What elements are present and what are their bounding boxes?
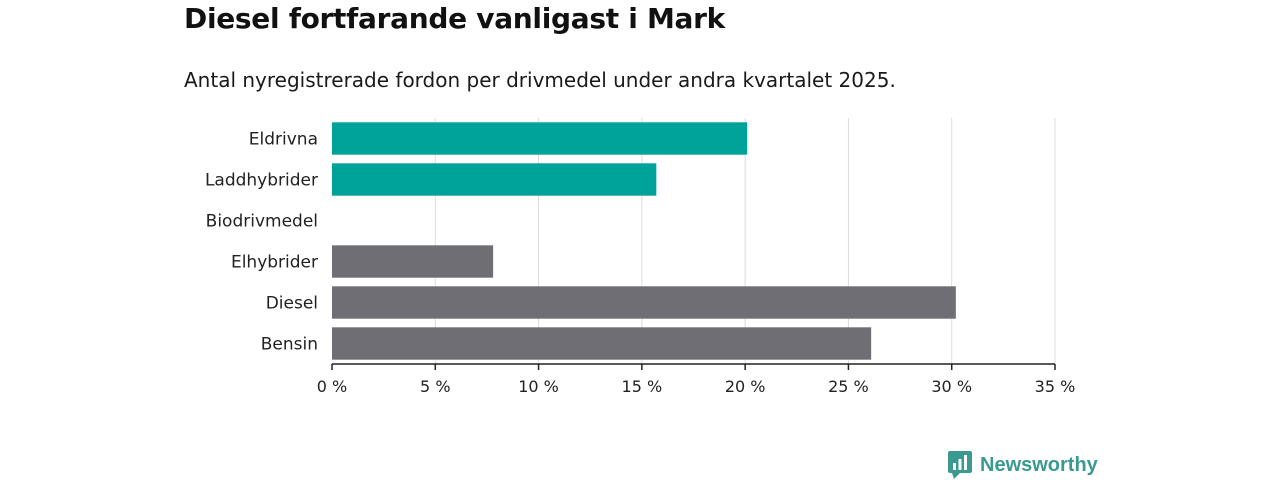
x-tick-label: 0 % [317, 377, 347, 396]
x-tick-label: 35 % [1035, 377, 1076, 396]
x-tick-label: 25 % [828, 377, 869, 396]
bar-elhybrider [332, 245, 494, 278]
chart-subtitle: Antal nyregistrerade fordon per drivmede… [184, 68, 896, 92]
x-tick-label: 15 % [622, 377, 663, 396]
bar-eldrivna [332, 122, 748, 155]
newsworthy-logo: Newsworthy [948, 450, 1098, 480]
x-tick-label: 5 % [420, 377, 450, 396]
newsworthy-logo-text: Newsworthy [980, 453, 1098, 476]
x-tick-label: 30 % [931, 377, 972, 396]
category-label: Biodrivmedel [206, 212, 318, 232]
x-tick-label: 20 % [725, 377, 766, 396]
category-label: Bensin [261, 335, 318, 355]
bar-diesel [332, 286, 956, 319]
bar-laddhybrider [332, 163, 657, 196]
category-label: Eldrivna [249, 130, 318, 150]
category-label: Diesel [266, 294, 318, 314]
chart-title: Diesel fortfarande vanligast i Mark [184, 2, 725, 35]
category-label: Elhybrider [231, 253, 318, 273]
x-tick-label: 10 % [518, 377, 559, 396]
bar-bensin [332, 327, 872, 360]
newsworthy-logo-icon [948, 451, 972, 479]
category-label: Laddhybrider [205, 171, 318, 191]
